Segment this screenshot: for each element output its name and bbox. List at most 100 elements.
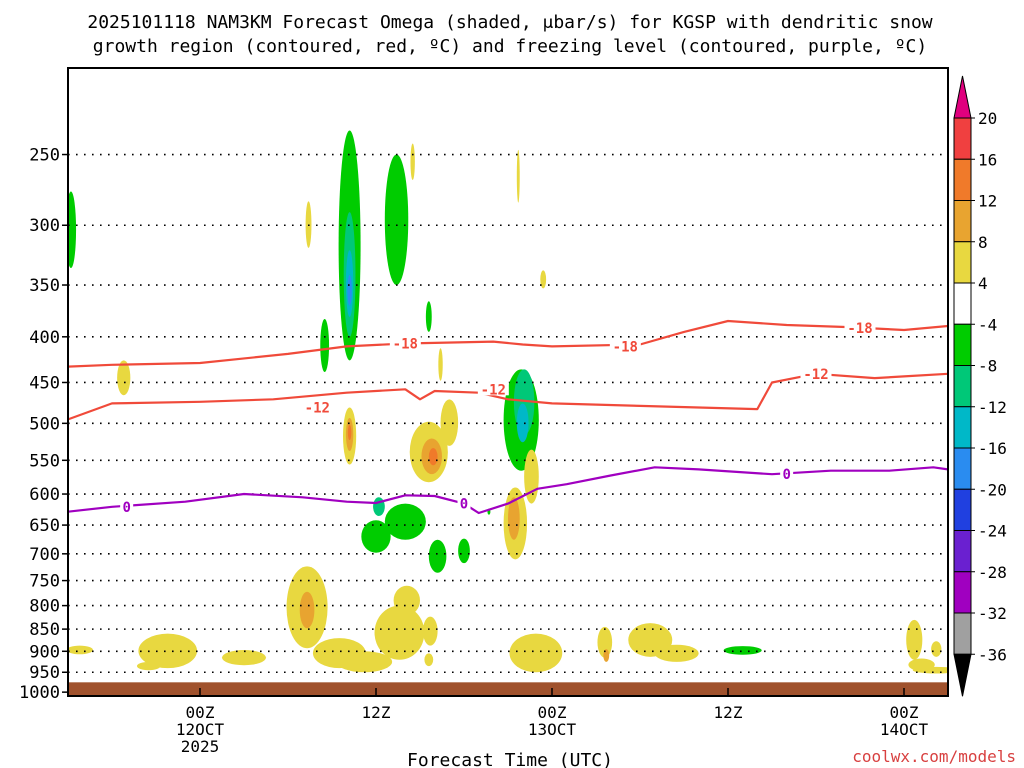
omega-region-19 <box>410 143 415 181</box>
x-axis-label: Forecast Time (UTC) <box>407 750 613 768</box>
colorbar-bin-12 <box>953 571 972 614</box>
colorbar-label-9: -20 <box>978 480 1007 499</box>
colorbar-label-3: 8 <box>978 233 988 252</box>
colorbar-bin-13 <box>953 612 972 655</box>
contour-label-bg-0-1 <box>609 338 641 353</box>
x-tick-label-0-0: 00Z <box>186 703 215 722</box>
y-tick-label-850: 850 <box>29 620 60 640</box>
omega-region-49 <box>654 644 699 662</box>
y-tick-label-300: 300 <box>29 216 60 236</box>
omega-region-14 <box>347 274 352 306</box>
x-tick-label-2-1: 13OCT <box>528 720 577 739</box>
y-tick-label-1000: 1000 <box>19 683 60 703</box>
omega-region-24 <box>428 448 438 466</box>
colorbar-bin-3 <box>953 200 972 243</box>
colorbar-bin-4 <box>953 241 972 284</box>
omega-region-40 <box>516 403 529 443</box>
omega-region-32 <box>393 585 420 616</box>
colorbar-label-7: -12 <box>978 398 1007 417</box>
isotherm-contours: -18 -18 -18 -12 -12 -12 0 0 0 <box>68 319 948 516</box>
colorbar-label-11: -28 <box>978 563 1007 582</box>
omega-region-43 <box>507 497 520 540</box>
watermark: coolwx.com/models <box>852 747 1016 766</box>
colorbar-bin-9 <box>953 447 972 490</box>
y-tick-label-350: 350 <box>29 276 60 296</box>
colorbar-bin-above <box>953 75 972 119</box>
y-tick-label-600: 600 <box>29 485 60 505</box>
omega-region-37 <box>540 270 547 289</box>
omega-region-54 <box>931 641 942 657</box>
omega-region-45 <box>509 633 563 673</box>
omega-region-53 <box>912 666 948 674</box>
omega-region-29 <box>428 539 447 573</box>
contour-label-2-2: 0 <box>782 467 790 483</box>
contour-line-2 <box>68 466 948 515</box>
x-tick-label-4-1: 14OCT <box>880 720 929 739</box>
contour-label-bg-0-2 <box>844 319 876 334</box>
chart-title-line-2: growth region (contoured, red, ºC) and f… <box>93 36 927 57</box>
omega-colorbar: 20 16 12 8 4 -4 -8 -12 -16 -20 -24 -28 -32 -36 <box>953 75 1007 697</box>
omega-region-10 <box>320 318 330 372</box>
contour-label-bg-2-1 <box>457 495 471 510</box>
contour-label-bg-2-2 <box>780 466 794 481</box>
omega-region-50 <box>723 646 762 655</box>
contour-label-0-2: -18 <box>847 321 872 337</box>
colorbar-bin-6 <box>953 323 972 366</box>
colorbar-label-13: -36 <box>978 645 1007 664</box>
contour-label-bg-1-1 <box>477 381 509 396</box>
colorbar-bin-below <box>953 653 972 697</box>
y-tick-label-450: 450 <box>29 373 60 393</box>
omega-shading-layer <box>68 130 948 674</box>
omega-region-3 <box>136 661 161 671</box>
omega-region-33 <box>336 651 393 673</box>
y-tick-label-400: 400 <box>29 328 60 348</box>
x-tick-label-0-1: 12OCT <box>176 720 225 739</box>
y-tick-label-250: 250 <box>29 146 60 166</box>
omega-region-46 <box>597 626 613 658</box>
x-tick-label-4-0: 00Z <box>890 703 919 722</box>
colorbar-label-12: -32 <box>978 604 1007 623</box>
omega-region-0 <box>68 191 77 269</box>
y-tick-label-700: 700 <box>29 545 60 565</box>
colorbar-bin-2 <box>953 158 972 201</box>
omega-region-8 <box>222 649 266 666</box>
y-tick-label-800: 800 <box>29 597 60 617</box>
omega-region-36 <box>516 149 520 203</box>
omega-region-25 <box>440 399 459 446</box>
contour-line-0 <box>68 319 948 368</box>
omega-region-18 <box>384 154 409 286</box>
contour-label-1-2: -12 <box>803 367 828 383</box>
omega-region-20 <box>425 301 432 332</box>
colorbar-label-2: 12 <box>978 192 997 211</box>
omega-region-34 <box>422 616 438 646</box>
omega-region-47 <box>603 649 610 662</box>
x-tick-label-0-2: 2025 <box>181 737 220 756</box>
omega-region-31 <box>374 605 425 660</box>
colorbar-label-4: 4 <box>978 274 988 293</box>
omega-region-26 <box>384 503 426 540</box>
pressure-axis: 2503003504004505005506006507007508008509… <box>19 146 68 703</box>
y-tick-label-500: 500 <box>29 414 60 434</box>
colorbar-label-5: -4 <box>978 315 997 334</box>
contour-label-bg-1-0 <box>301 399 333 414</box>
colorbar-bin-11 <box>953 530 972 573</box>
omega-region-6 <box>299 591 315 629</box>
pressure-gridlines <box>68 153 948 693</box>
x-tick-label-3-0: 12Z <box>714 703 743 722</box>
omega-region-4 <box>117 360 131 396</box>
contour-label-0-1: -18 <box>613 339 638 355</box>
omega-region-27 <box>361 520 391 553</box>
y-tick-label-650: 650 <box>29 516 60 536</box>
contour-label-1-1: -12 <box>481 382 506 398</box>
colorbar-label-0: 20 <box>978 109 997 128</box>
omega-region-17 <box>347 424 352 441</box>
contour-label-bg-0-0 <box>389 335 421 350</box>
omega-region-30 <box>458 538 470 564</box>
omega-region-2 <box>138 633 198 669</box>
contour-label-bg-1-2 <box>800 365 832 380</box>
contour-label-1-0: -12 <box>305 401 330 417</box>
y-tick-label-550: 550 <box>29 451 60 471</box>
y-tick-label-750: 750 <box>29 572 60 592</box>
